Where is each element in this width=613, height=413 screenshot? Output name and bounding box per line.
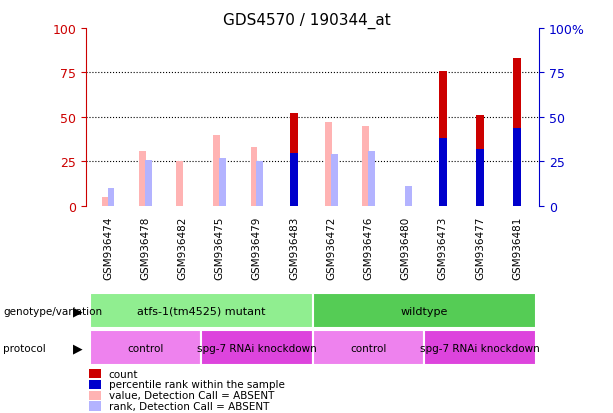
Bar [102, 197, 109, 206]
Text: rank, Detection Call = ABSENT: rank, Detection Call = ABSENT [109, 401, 269, 411]
Bar [89, 293, 313, 328]
Bar [290, 114, 298, 206]
Text: GSM936482: GSM936482 [178, 216, 188, 280]
Text: ▶: ▶ [73, 304, 83, 317]
Text: control: control [127, 343, 164, 353]
Text: GSM936479: GSM936479 [252, 216, 262, 280]
Text: GSM936477: GSM936477 [475, 216, 485, 280]
Bar [313, 330, 424, 366]
Bar [145, 160, 151, 206]
Text: wildtype: wildtype [400, 306, 448, 316]
Text: GSM936483: GSM936483 [289, 216, 299, 280]
Text: GSM936472: GSM936472 [326, 216, 336, 280]
Bar [476, 116, 484, 206]
Text: spg-7 RNAi knockdown: spg-7 RNAi knockdown [420, 343, 540, 353]
Text: protocol: protocol [3, 343, 46, 353]
Text: percentile rank within the sample: percentile rank within the sample [109, 380, 284, 389]
Text: GSM936478: GSM936478 [140, 216, 150, 280]
Bar [513, 59, 521, 206]
Text: GSM936476: GSM936476 [364, 216, 373, 280]
Bar [201, 330, 313, 366]
Text: count: count [109, 369, 138, 379]
Text: spg-7 RNAi knockdown: spg-7 RNAi knockdown [197, 343, 317, 353]
Bar [331, 155, 338, 206]
Text: ▶: ▶ [73, 342, 83, 354]
Bar [313, 293, 536, 328]
Text: GSM936475: GSM936475 [215, 216, 225, 280]
Bar [424, 330, 536, 366]
Bar [368, 152, 375, 206]
Bar [256, 162, 263, 206]
Text: atfs-1(tm4525) mutant: atfs-1(tm4525) mutant [137, 306, 265, 316]
Text: control: control [350, 343, 387, 353]
Text: genotype/variation: genotype/variation [3, 306, 102, 316]
Bar [405, 187, 412, 206]
Bar [476, 150, 484, 206]
Text: GSM936474: GSM936474 [103, 216, 113, 280]
Bar [89, 330, 201, 366]
Bar [139, 152, 146, 206]
Bar [362, 126, 369, 206]
Bar [290, 153, 298, 206]
Bar [513, 128, 521, 206]
Bar [439, 139, 447, 206]
Text: GDS4570 / 190344_at: GDS4570 / 190344_at [223, 12, 390, 28]
Bar [251, 148, 257, 206]
Text: value, Detection Call = ABSENT: value, Detection Call = ABSENT [109, 390, 274, 400]
Text: GSM936473: GSM936473 [438, 216, 447, 280]
Bar [176, 162, 183, 206]
Bar [108, 189, 115, 206]
Bar [439, 71, 447, 206]
Bar [213, 135, 220, 206]
Text: GSM936480: GSM936480 [400, 216, 411, 279]
Bar [325, 123, 332, 206]
Text: GSM936481: GSM936481 [512, 216, 522, 280]
Bar [219, 159, 226, 206]
